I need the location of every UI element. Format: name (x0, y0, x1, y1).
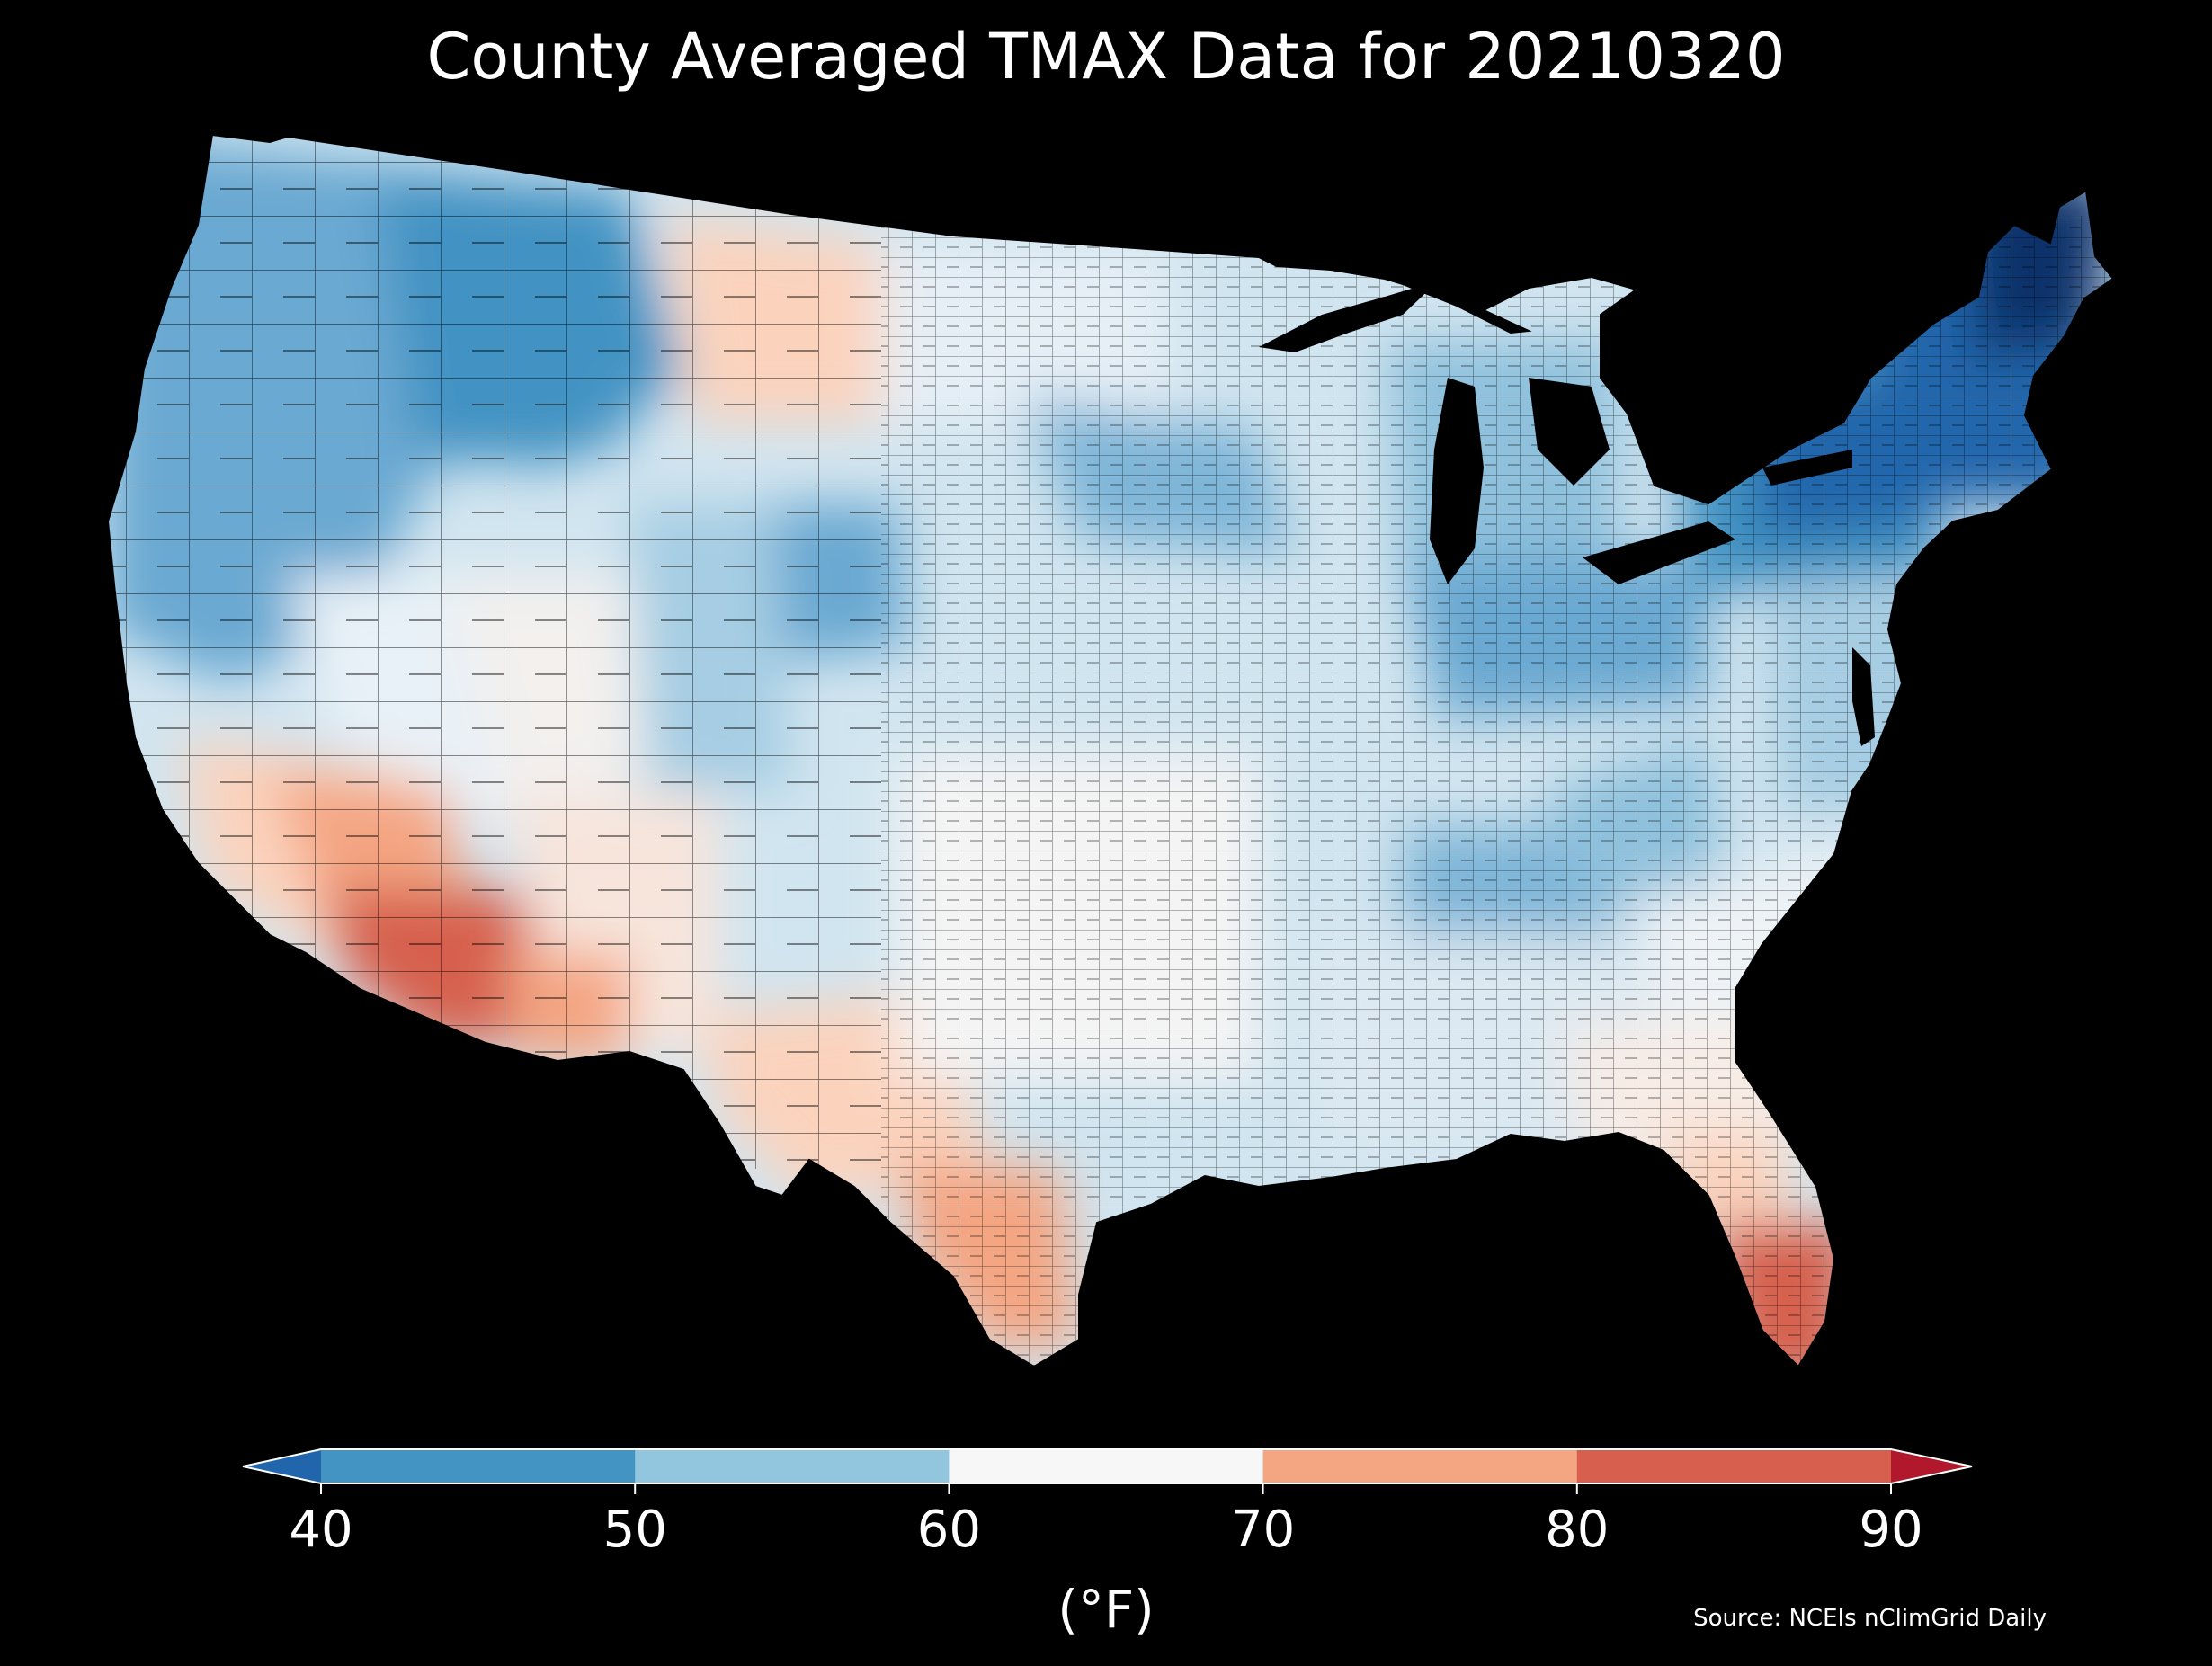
colorbar-segment (635, 1449, 950, 1483)
lake-ontario (1762, 450, 1852, 486)
chesapeake-bay (1852, 647, 1875, 746)
colorbar-extend-high (1891, 1449, 1972, 1483)
colorbar-segment (1262, 1449, 1578, 1483)
colorbar-extend-low (243, 1449, 321, 1483)
colorbar-segment (321, 1449, 636, 1483)
lake-erie (1583, 521, 1735, 584)
source-note: Source: NCEIs nClimGrid Daily (1693, 1605, 2047, 1632)
colorbar-tick-label: 50 (603, 1501, 667, 1559)
map-title: County Averaged TMAX Data for 20210320 (426, 20, 1786, 94)
lake-michigan (1430, 378, 1484, 584)
colorbar-segment (949, 1449, 1264, 1483)
colorbar-tick-label: 40 (289, 1501, 352, 1559)
colorbar-segment (1576, 1449, 1892, 1483)
colorbar-label: (°F) (1057, 1579, 1155, 1640)
lake-huron (1529, 378, 1610, 486)
colorbar-tick-label: 70 (1231, 1501, 1295, 1559)
colorbar-tick-label: 80 (1545, 1501, 1609, 1559)
lake-superior (1259, 281, 1439, 352)
colorbar-tick-label: 60 (917, 1501, 981, 1559)
colorbar-tick-label: 90 (1859, 1501, 1922, 1559)
us-outline (106, 133, 2115, 1368)
